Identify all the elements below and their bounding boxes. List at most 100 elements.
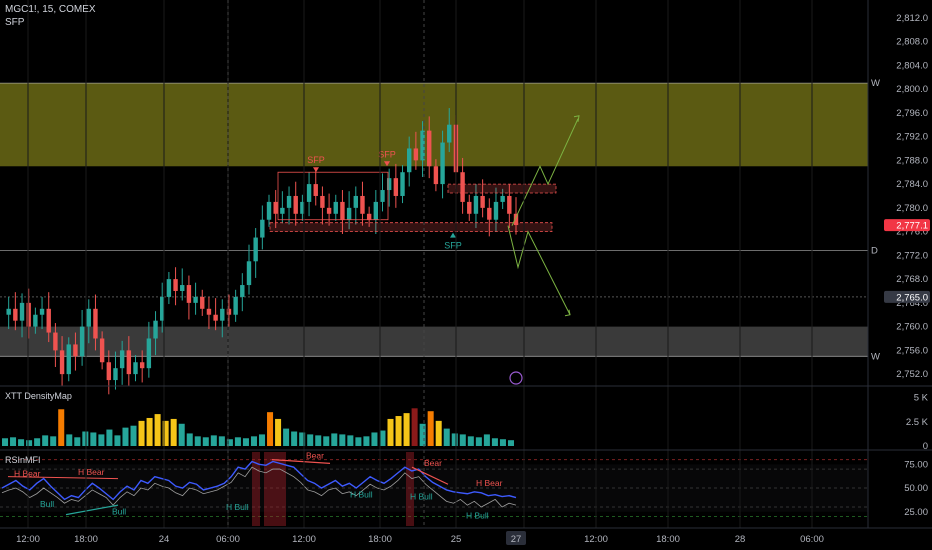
y-tick-label: 2,788.0 <box>896 155 928 166</box>
candle-body <box>173 279 178 291</box>
candle-body <box>19 302 25 321</box>
indicator-label[interactable]: SFP <box>5 17 25 28</box>
x-tick-label: 25 <box>451 534 462 545</box>
volume-bar <box>82 431 89 446</box>
volume-bar <box>58 409 65 446</box>
level-label: W <box>871 78 880 89</box>
price-pane[interactable]: W D W SFP SFP SFP <box>0 78 880 395</box>
volume-bar <box>98 434 105 446</box>
y-tick-label: 2,804.0 <box>896 60 928 71</box>
volume-bar <box>66 434 73 446</box>
volume-y-tick: 2.5 K <box>906 417 929 428</box>
divergence-line <box>65 504 119 516</box>
volume-bar <box>419 423 426 446</box>
divergence-line <box>411 466 449 485</box>
candle-body <box>193 296 198 303</box>
volume-bar <box>475 437 482 446</box>
candle-body <box>86 308 91 327</box>
volume-bar <box>106 429 113 446</box>
x-tick-label: 18:00 <box>74 534 98 545</box>
x-tick-label: 27 <box>511 534 522 545</box>
candle-body <box>133 362 138 375</box>
x-tick-label: 12:00 <box>16 534 40 545</box>
volume-bar <box>315 435 322 446</box>
oscillator-signal-line <box>1 466 517 508</box>
volume-bar <box>178 423 185 446</box>
candle-body <box>226 308 232 315</box>
candle-body <box>213 314 218 321</box>
volume-bar <box>355 437 362 446</box>
candle-body <box>13 308 18 321</box>
candle-body <box>113 368 118 381</box>
volume-bar <box>234 437 241 446</box>
candle-body <box>447 124 452 143</box>
volume-bar <box>371 432 378 446</box>
candle-body <box>300 201 305 214</box>
candle-body <box>373 201 379 220</box>
oscillator-y-tick: 75.00 <box>904 459 928 470</box>
volume-bar <box>347 435 354 446</box>
candle-body <box>166 279 172 297</box>
divergence-label: Bull <box>40 499 54 509</box>
candle-body <box>413 148 419 161</box>
candle-body <box>380 190 385 202</box>
oscillator-y-tick: 50.00 <box>904 483 928 494</box>
volume-bar <box>146 417 153 446</box>
volume-pane[interactable] <box>2 408 514 446</box>
sfp-marker <box>450 232 456 238</box>
oscillator-pane-title[interactable]: RSInMFI <box>5 455 41 465</box>
candle-body <box>507 195 512 214</box>
candle-body <box>473 195 479 214</box>
volume-bar <box>403 413 410 446</box>
candle-body <box>180 285 185 291</box>
candle-body <box>420 130 425 161</box>
symbol-title[interactable]: MGC1!, 15, COMEX <box>5 4 96 15</box>
volume-bar <box>226 439 233 446</box>
candle-body <box>93 308 98 339</box>
volume-bar <box>395 416 402 446</box>
volume-bar <box>435 420 442 446</box>
candle-body <box>400 172 405 196</box>
candle-body <box>46 308 51 333</box>
volume-bar <box>507 440 514 446</box>
volume-pane-title[interactable]: XTT DensityMap <box>5 391 72 401</box>
x-tick-label: 06:00 <box>216 534 240 545</box>
support-zone <box>269 222 553 232</box>
volume-bar <box>162 420 169 446</box>
candle-body <box>266 201 272 220</box>
volume-bar <box>275 418 282 446</box>
candle-body <box>440 142 445 185</box>
lightning-icon <box>509 371 523 385</box>
volume-bar <box>10 437 17 446</box>
candle-body <box>306 184 312 202</box>
candle-body <box>386 178 392 191</box>
volume-bar <box>122 427 129 446</box>
y-tick-label: 2,772.0 <box>896 250 928 261</box>
arrow-head <box>573 115 580 122</box>
volume-bar <box>283 428 290 446</box>
candle-body <box>326 207 332 214</box>
y-tick-label: 2,796.0 <box>896 108 928 119</box>
divergence-label: H Bull <box>466 510 489 520</box>
candle-body <box>313 184 318 196</box>
candle-body <box>346 207 352 220</box>
volume-bar <box>138 420 145 446</box>
candle-body <box>200 296 205 309</box>
volume-bar <box>331 433 338 446</box>
resistance-zone <box>447 183 557 194</box>
oscillator-main-line <box>1 460 517 501</box>
candle-body <box>246 261 252 286</box>
divergence-label: H Bear <box>78 467 105 477</box>
marked-price-label: 2,765.0 <box>896 292 928 303</box>
projection-arrow-down <box>507 225 571 315</box>
candle-body <box>26 302 31 327</box>
divergence-label: H Bear <box>476 478 503 488</box>
volume-bar <box>26 440 33 446</box>
oscillator-pane[interactable]: H Bear H Bear Bear Bear H Bear Bull Bull H Bull… <box>0 451 868 526</box>
x-tick-label: 12:00 <box>584 534 608 545</box>
candle-body <box>480 195 485 208</box>
volume-bar <box>194 436 201 446</box>
x-tick-label: 18:00 <box>656 534 680 545</box>
